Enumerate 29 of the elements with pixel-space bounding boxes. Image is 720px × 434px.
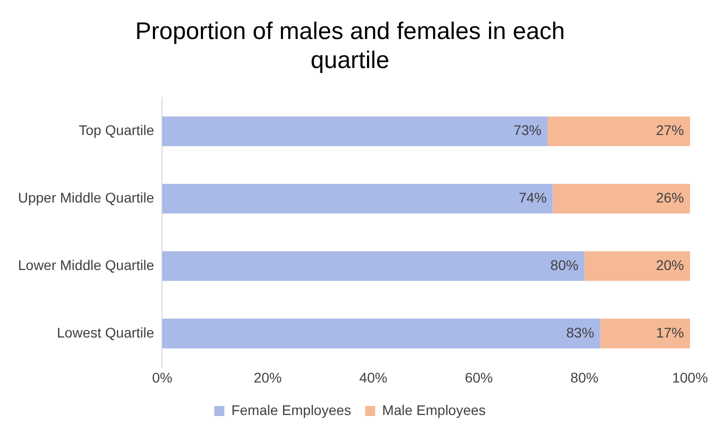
- legend-label: Male Employees: [382, 402, 486, 418]
- bar: [162, 184, 553, 214]
- chart-title: Proportion of males and females in each quartile: [135, 18, 565, 74]
- bar: [584, 251, 690, 281]
- y-tick-label: Top Quartile: [78, 122, 154, 138]
- x-tick-label: 20%: [254, 369, 282, 386]
- data-label: 20%: [656, 256, 684, 273]
- y-tick-label: Lowest Quartile: [56, 324, 154, 340]
- bar: [600, 318, 690, 348]
- data-label: 73%: [513, 122, 542, 138]
- bar: [162, 116, 548, 146]
- x-tick-label: 0%: [152, 369, 172, 386]
- y-tick-label: Lower Middle Quartile: [18, 256, 154, 273]
- y-tick-label: Upper Middle Quartile: [18, 190, 154, 206]
- data-label: 26%: [656, 190, 684, 206]
- x-tick-label: 40%: [359, 369, 388, 386]
- bar: [162, 251, 584, 281]
- x-tick-label: 100%: [672, 369, 708, 386]
- x-tick-label: 80%: [570, 369, 598, 386]
- bar: [547, 116, 690, 146]
- data-label: 83%: [566, 324, 594, 340]
- x-tick-label: 60%: [464, 369, 493, 386]
- data-label: 74%: [518, 190, 547, 206]
- data-label: 17%: [656, 324, 684, 340]
- data-label: 27%: [656, 122, 684, 138]
- legend-label: Female Employees: [231, 402, 352, 418]
- bar: [162, 318, 600, 348]
- bar: [552, 184, 690, 214]
- data-label: 80%: [550, 256, 578, 273]
